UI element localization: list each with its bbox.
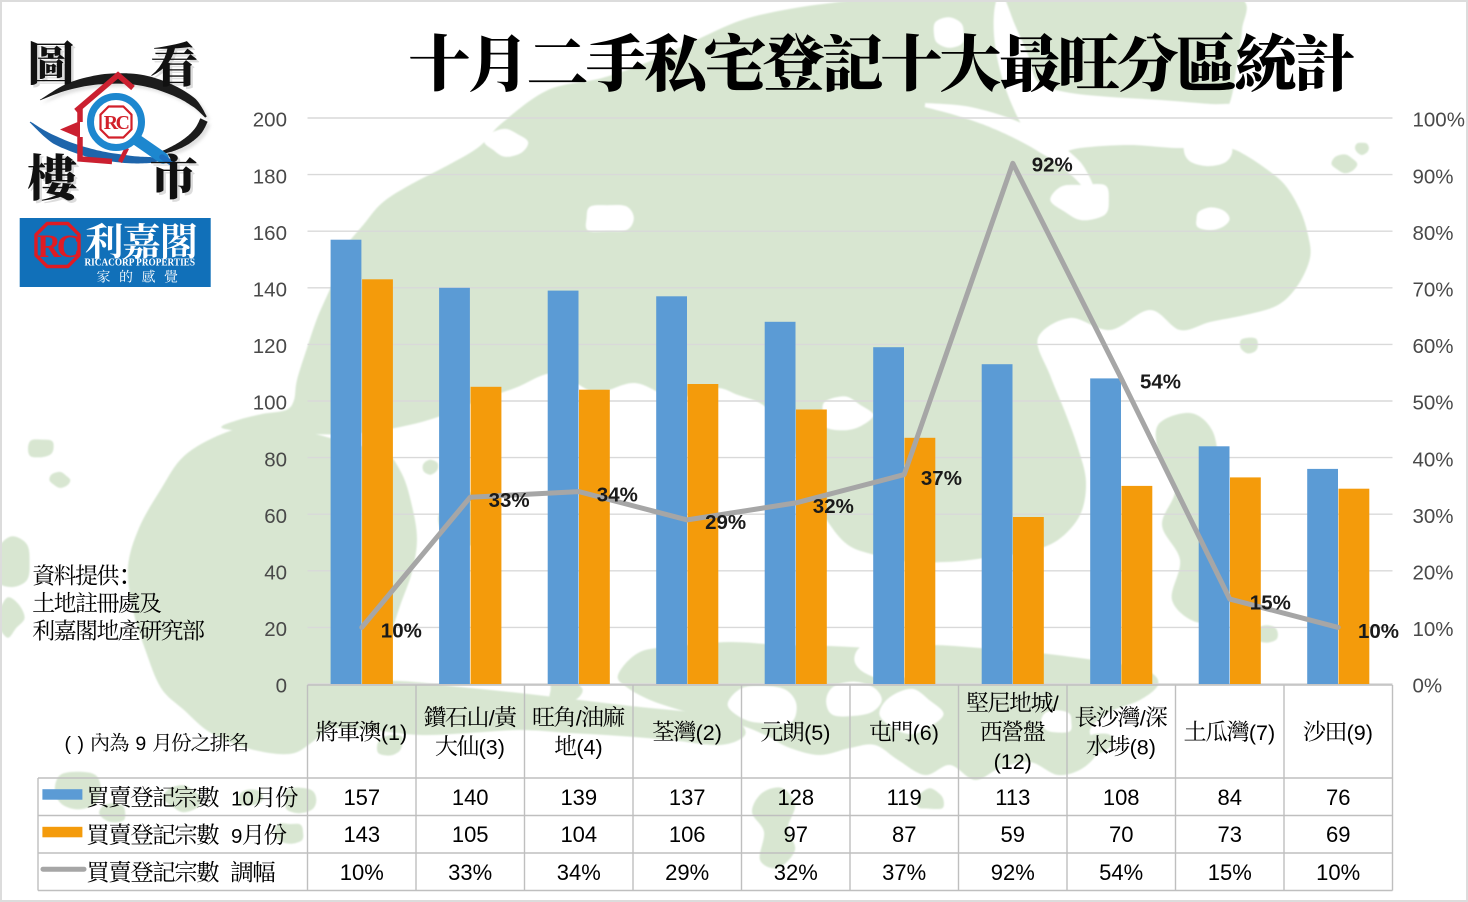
svg-text:76: 76 (1326, 785, 1350, 810)
svg-text:0%: 0% (1413, 675, 1443, 698)
svg-text:92%: 92% (1032, 153, 1073, 176)
svg-text:200: 200 (253, 109, 287, 132)
svg-text:139: 139 (560, 785, 597, 810)
svg-text:(2): (2) (696, 721, 722, 745)
svg-text:128: 128 (777, 785, 814, 810)
svg-text:9: 9 (231, 825, 242, 848)
svg-text:(3): (3) (479, 735, 505, 759)
svg-text:59: 59 (1001, 822, 1025, 847)
svg-text:34%: 34% (597, 484, 638, 507)
svg-text:R: R (104, 112, 119, 134)
svg-text:：: ： (119, 563, 142, 589)
svg-text:15%: 15% (1250, 592, 1291, 615)
svg-text:92%: 92% (991, 860, 1035, 885)
svg-text:70%: 70% (1413, 279, 1454, 302)
svg-text:69: 69 (1326, 822, 1350, 847)
svg-text:80%: 80% (1413, 222, 1454, 245)
svg-text:10%: 10% (1413, 618, 1454, 641)
svg-text:137: 137 (669, 785, 706, 810)
svg-text:/: / (576, 706, 582, 730)
svg-text:0: 0 (276, 675, 287, 698)
svg-text:100%: 100% (1413, 109, 1465, 132)
svg-text:90%: 90% (1413, 165, 1454, 188)
svg-text:10%: 10% (381, 619, 422, 642)
svg-text:R: R (37, 229, 61, 265)
svg-text:97: 97 (784, 822, 808, 847)
svg-text:108: 108 (1103, 785, 1140, 810)
svg-text:20%: 20% (1413, 562, 1454, 585)
svg-text:37%: 37% (882, 860, 926, 885)
svg-text:(4): (4) (576, 735, 602, 759)
svg-text:10%: 10% (1316, 860, 1360, 885)
svg-text:40: 40 (264, 562, 287, 585)
svg-text:30%: 30% (1413, 505, 1454, 528)
svg-text:33%: 33% (448, 860, 492, 885)
svg-text:54%: 54% (1140, 370, 1181, 393)
svg-text:106: 106 (669, 822, 706, 847)
svg-text:87: 87 (892, 822, 916, 847)
svg-text:(6): (6) (913, 721, 939, 745)
svg-text:34%: 34% (557, 860, 601, 885)
svg-text:140: 140 (452, 785, 489, 810)
svg-text:70: 70 (1109, 822, 1133, 847)
svg-text:120: 120 (253, 335, 287, 358)
svg-text:105: 105 (452, 822, 489, 847)
svg-text:/: / (489, 706, 495, 730)
svg-text:84: 84 (1218, 785, 1242, 810)
svg-text:32%: 32% (774, 860, 818, 885)
svg-text:9: 9 (135, 733, 146, 755)
svg-text:160: 160 (253, 222, 287, 245)
svg-text:10%: 10% (1358, 620, 1399, 643)
svg-text:29%: 29% (665, 860, 709, 885)
svg-text:15%: 15% (1208, 860, 1252, 885)
svg-text:54%: 54% (1099, 860, 1143, 885)
svg-text:10%: 10% (340, 860, 384, 885)
svg-text:157: 157 (343, 785, 380, 810)
svg-text:60: 60 (264, 505, 287, 528)
svg-text:20: 20 (264, 618, 287, 641)
svg-text:(1): (1) (381, 721, 407, 745)
svg-text:(12): (12) (994, 750, 1032, 774)
svg-text:/: / (1053, 692, 1059, 716)
svg-text:29%: 29% (705, 511, 746, 534)
svg-text:C: C (57, 229, 81, 265)
svg-text:(: ( (65, 733, 72, 755)
svg-text:80: 80 (264, 448, 287, 471)
svg-text:73: 73 (1218, 822, 1242, 847)
svg-text:): ) (78, 733, 85, 755)
svg-text:104: 104 (560, 822, 597, 847)
svg-text:(8): (8) (1130, 735, 1156, 759)
svg-text:60%: 60% (1413, 335, 1454, 358)
svg-text:37%: 37% (921, 467, 962, 490)
svg-text:(9): (9) (1347, 721, 1373, 745)
svg-text:113: 113 (995, 785, 1030, 810)
svg-text:(7): (7) (1249, 721, 1275, 745)
svg-text:/: / (1140, 706, 1146, 730)
svg-text:50%: 50% (1413, 392, 1454, 415)
svg-text:C: C (116, 112, 130, 134)
svg-text:40%: 40% (1413, 448, 1454, 471)
svg-text:33%: 33% (489, 489, 530, 512)
svg-text:RICACORP PROPERTIES: RICACORP PROPERTIES (85, 258, 196, 269)
svg-text:119: 119 (887, 785, 922, 810)
svg-text:143: 143 (343, 822, 380, 847)
svg-text:100: 100 (253, 392, 287, 415)
svg-text:140: 140 (253, 279, 287, 302)
svg-text:32%: 32% (813, 495, 854, 518)
svg-text:(5): (5) (804, 721, 830, 745)
svg-text:180: 180 (253, 165, 287, 188)
svg-text:10: 10 (231, 788, 254, 811)
